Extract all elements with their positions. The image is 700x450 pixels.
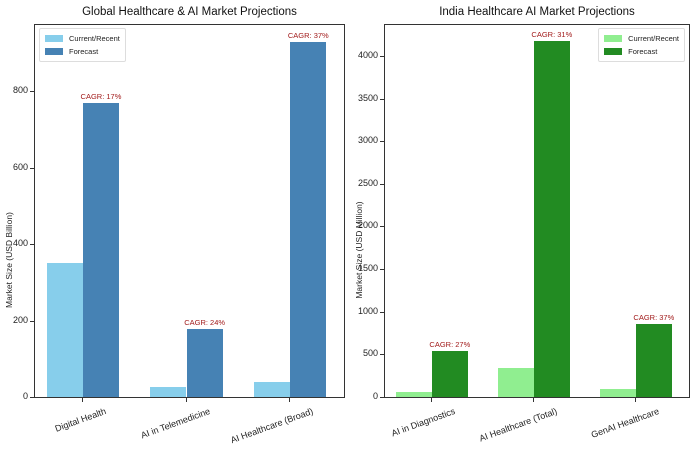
- y-tick-mark: [380, 98, 384, 100]
- bar-forecast: [534, 40, 570, 397]
- y-tick-mark: [380, 311, 384, 313]
- x-tick-mark: [431, 398, 432, 402]
- y-tick-mark: [380, 55, 384, 57]
- cagr-annotation: CAGR: 24%: [184, 318, 226, 328]
- y-tick-label: 1000: [357, 305, 378, 316]
- left-legend: Current/Recent Forecast: [39, 28, 126, 62]
- bar-forecast: [186, 329, 223, 397]
- y-tick-mark: [30, 91, 34, 93]
- right-chart-title: India Healthcare AI Market Projections: [439, 6, 635, 18]
- x-tick-mark: [81, 398, 83, 402]
- left-plot-area: Current/Recent Forecast CAGR: 17% CAGR: 2…: [34, 24, 345, 398]
- cagr-annotation: CAGR: 37%: [633, 312, 675, 322]
- bar-forecast: [432, 350, 468, 397]
- x-category-label: AI in Telemedicine: [139, 406, 211, 441]
- legend-item-current: Current/Recent: [604, 32, 679, 45]
- left-y-axis-label: Market Size (USD Billion): [4, 212, 14, 308]
- legend-item-current: Current/Recent: [45, 32, 120, 45]
- y-tick-mark: [30, 397, 34, 398]
- y-tick-mark: [30, 320, 34, 322]
- x-tick-mark: [185, 398, 187, 402]
- y-tick-mark: [30, 244, 34, 246]
- y-tick-label: 0: [22, 391, 28, 401]
- x-category-label: Digital Health: [53, 406, 108, 434]
- y-tick-label: 3500: [357, 92, 378, 103]
- right-y-axis-label: Market Size (USD Million): [354, 201, 364, 299]
- y-tick-label: 200: [12, 314, 28, 325]
- x-category-label: AI Healthcare (Broad): [229, 406, 315, 446]
- bar-current: [498, 368, 534, 397]
- left-chart-panel: Global Healthcare & AI Market Projection…: [4, 6, 345, 446]
- x-tick-mark: [289, 398, 291, 402]
- right-plot-area: Current/Recent Forecast CAGR: 27% CAGR: 3…: [384, 24, 690, 398]
- bar-current: [396, 392, 432, 397]
- y-tick-mark: [380, 183, 384, 185]
- y-tick-label: 400: [12, 238, 28, 249]
- y-tick-mark: [380, 269, 384, 271]
- y-tick-mark: [380, 141, 384, 143]
- y-tick-label: 3000: [357, 135, 378, 146]
- y-tick-label: 2000: [357, 220, 378, 231]
- right-chart-panel: India Healthcare AI Market Projections M…: [350, 0, 700, 450]
- legend-swatch-current: [604, 35, 623, 42]
- x-category-label: AI Healthcare (Total): [477, 406, 559, 444]
- y-tick-label: 1500: [357, 263, 378, 274]
- legend-label-forecast: Forecast: [69, 47, 99, 56]
- legend-swatch-forecast: [604, 48, 623, 55]
- legend-item-forecast: Forecast: [45, 45, 120, 58]
- bar-current: [150, 387, 187, 397]
- x-tick-mark: [635, 398, 636, 402]
- x-category-label: AI in Diagnostics: [390, 406, 457, 439]
- x-category-label: GenAI Healthcare: [589, 406, 661, 440]
- legend-label-forecast: Forecast: [628, 47, 658, 56]
- cagr-annotation: CAGR: 31%: [531, 29, 573, 39]
- cagr-annotation: CAGR: 27%: [429, 339, 471, 349]
- y-tick-mark: [380, 226, 384, 228]
- y-tick-label: 800: [12, 85, 28, 96]
- legend-swatch-current: [45, 35, 63, 42]
- y-tick-label: 4000: [357, 49, 378, 60]
- cagr-annotation: CAGR: 37%: [287, 30, 329, 40]
- y-tick-label: 0: [372, 391, 378, 401]
- legend-label-current: Current/Recent: [69, 34, 120, 43]
- left-chart-title: Global Healthcare & AI Market Projection…: [82, 6, 297, 18]
- legend-item-forecast: Forecast: [604, 45, 679, 58]
- bar-current: [46, 263, 83, 397]
- cagr-annotation: CAGR: 17%: [80, 91, 122, 101]
- bar-current: [253, 382, 291, 397]
- y-tick-mark: [380, 354, 384, 356]
- bar-forecast: [82, 102, 120, 397]
- legend-label-current: Current/Recent: [628, 34, 679, 43]
- y-tick-label: 600: [12, 161, 28, 172]
- y-tick-mark: [380, 397, 384, 398]
- bar-current: [600, 388, 636, 397]
- y-tick-mark: [30, 167, 34, 169]
- bar-forecast: [290, 41, 327, 397]
- legend-swatch-forecast: [45, 48, 63, 55]
- y-tick-label: 500: [362, 348, 378, 359]
- y-tick-label: 2500: [357, 177, 378, 188]
- bar-forecast: [636, 323, 672, 397]
- right-legend: Current/Recent Forecast: [598, 28, 685, 62]
- x-tick-mark: [533, 398, 534, 402]
